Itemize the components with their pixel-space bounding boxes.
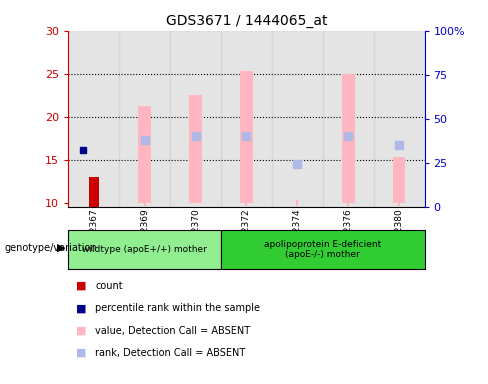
Bar: [272, 31, 323, 207]
Text: genotype/variation: genotype/variation: [5, 243, 98, 253]
Text: count: count: [95, 281, 123, 291]
Text: ■: ■: [76, 303, 86, 313]
Bar: [393, 157, 406, 203]
Bar: [138, 106, 151, 203]
Bar: [68, 230, 221, 269]
Text: ■: ■: [76, 326, 86, 336]
Bar: [240, 71, 253, 203]
Text: value, Detection Call = ABSENT: value, Detection Call = ABSENT: [95, 326, 250, 336]
Bar: [189, 95, 202, 203]
Title: GDS3671 / 1444065_at: GDS3671 / 1444065_at: [166, 14, 327, 28]
Text: ▶: ▶: [57, 243, 65, 253]
Bar: [221, 31, 272, 207]
Bar: [89, 177, 99, 207]
Bar: [342, 74, 355, 203]
Bar: [323, 31, 374, 207]
Bar: [68, 31, 119, 207]
Text: apolipoprotein E-deficient
(apoE-/-) mother: apolipoprotein E-deficient (apoE-/-) mot…: [264, 240, 382, 259]
Text: percentile rank within the sample: percentile rank within the sample: [95, 303, 260, 313]
Text: rank, Detection Call = ABSENT: rank, Detection Call = ABSENT: [95, 348, 245, 358]
Bar: [170, 31, 221, 207]
Bar: [221, 230, 425, 269]
Text: ■: ■: [76, 281, 86, 291]
Bar: [374, 31, 425, 207]
Text: wildtype (apoE+/+) mother: wildtype (apoE+/+) mother: [82, 245, 207, 254]
Text: ■: ■: [76, 348, 86, 358]
Bar: [119, 31, 170, 207]
